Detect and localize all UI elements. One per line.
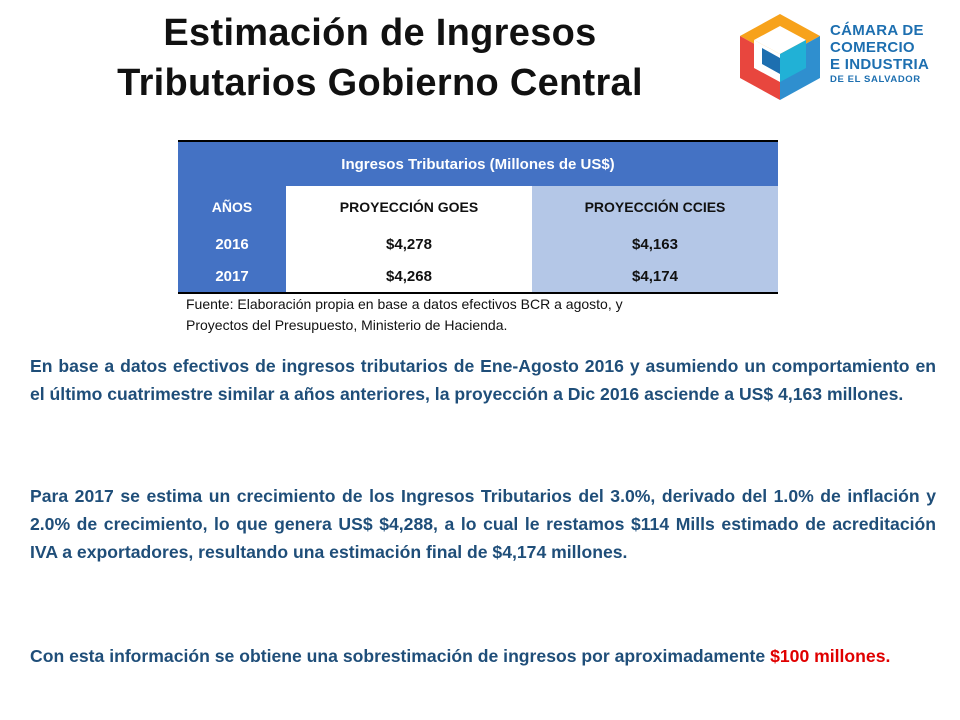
conclusion-highlight: $100 millones.	[770, 646, 891, 666]
row-goes-value: $4,268	[286, 260, 532, 294]
conclusion-text: Con esta información se obtiene una sobr…	[30, 646, 771, 666]
revenue-table: Ingresos Tributarios (Millones de US$) A…	[178, 140, 778, 294]
row-ccies-value: $4,163	[532, 228, 778, 260]
title-line-2: Tributarios Gobierno Central	[117, 62, 643, 104]
paragraph-conclusion: Con esta información se obtiene una sobr…	[30, 642, 936, 670]
page-title: Estimación de Ingresos Tributarios Gobie…	[40, 8, 720, 108]
header-years: AÑOS	[178, 186, 286, 228]
logo-line-3: E INDUSTRIA	[830, 56, 930, 73]
source-line-1: Fuente: Elaboración propia en base a dat…	[186, 296, 623, 312]
source-line-2: Proyectos del Presupuesto, Ministerio de…	[186, 317, 508, 333]
paragraph-2016-projection: En base a datos efectivos de ingresos tr…	[30, 356, 936, 404]
logo-line-4: DE EL SALVADOR	[830, 74, 921, 85]
row-year: 2016	[178, 228, 286, 260]
header-goes: PROYECCIÓN GOES	[286, 186, 532, 228]
logo-line-1: CÁMARA DE	[830, 22, 924, 39]
table-row: 2016 $4,278 $4,163	[178, 228, 778, 260]
row-year: 2017	[178, 260, 286, 294]
logo-line-2: COMERCIO	[830, 39, 915, 56]
row-goes-value: $4,278	[286, 228, 532, 260]
table-row: 2017 $4,268 $4,174	[178, 260, 778, 294]
ccies-logo: CÁMARA DE COMERCIO E INDUSTRIA DE EL SAL…	[736, 12, 946, 102]
header-ccies: PROYECCIÓN CCIES	[532, 186, 778, 228]
revenue-table-container: Ingresos Tributarios (Millones de US$) A…	[178, 140, 778, 294]
ccies-logo-icon	[740, 14, 820, 100]
title-line-1: Estimación de Ingresos	[163, 12, 597, 54]
paragraph-2017-projection: Para 2017 se estima un crecimiento de lo…	[30, 486, 936, 562]
table-caption: Ingresos Tributarios (Millones de US$)	[178, 140, 778, 186]
source-note: Fuente: Elaboración propia en base a dat…	[186, 294, 786, 336]
logo-wordmark: CÁMARA DE COMERCIO E INDUSTRIA DE EL SAL…	[830, 22, 929, 87]
row-ccies-value: $4,174	[532, 260, 778, 294]
